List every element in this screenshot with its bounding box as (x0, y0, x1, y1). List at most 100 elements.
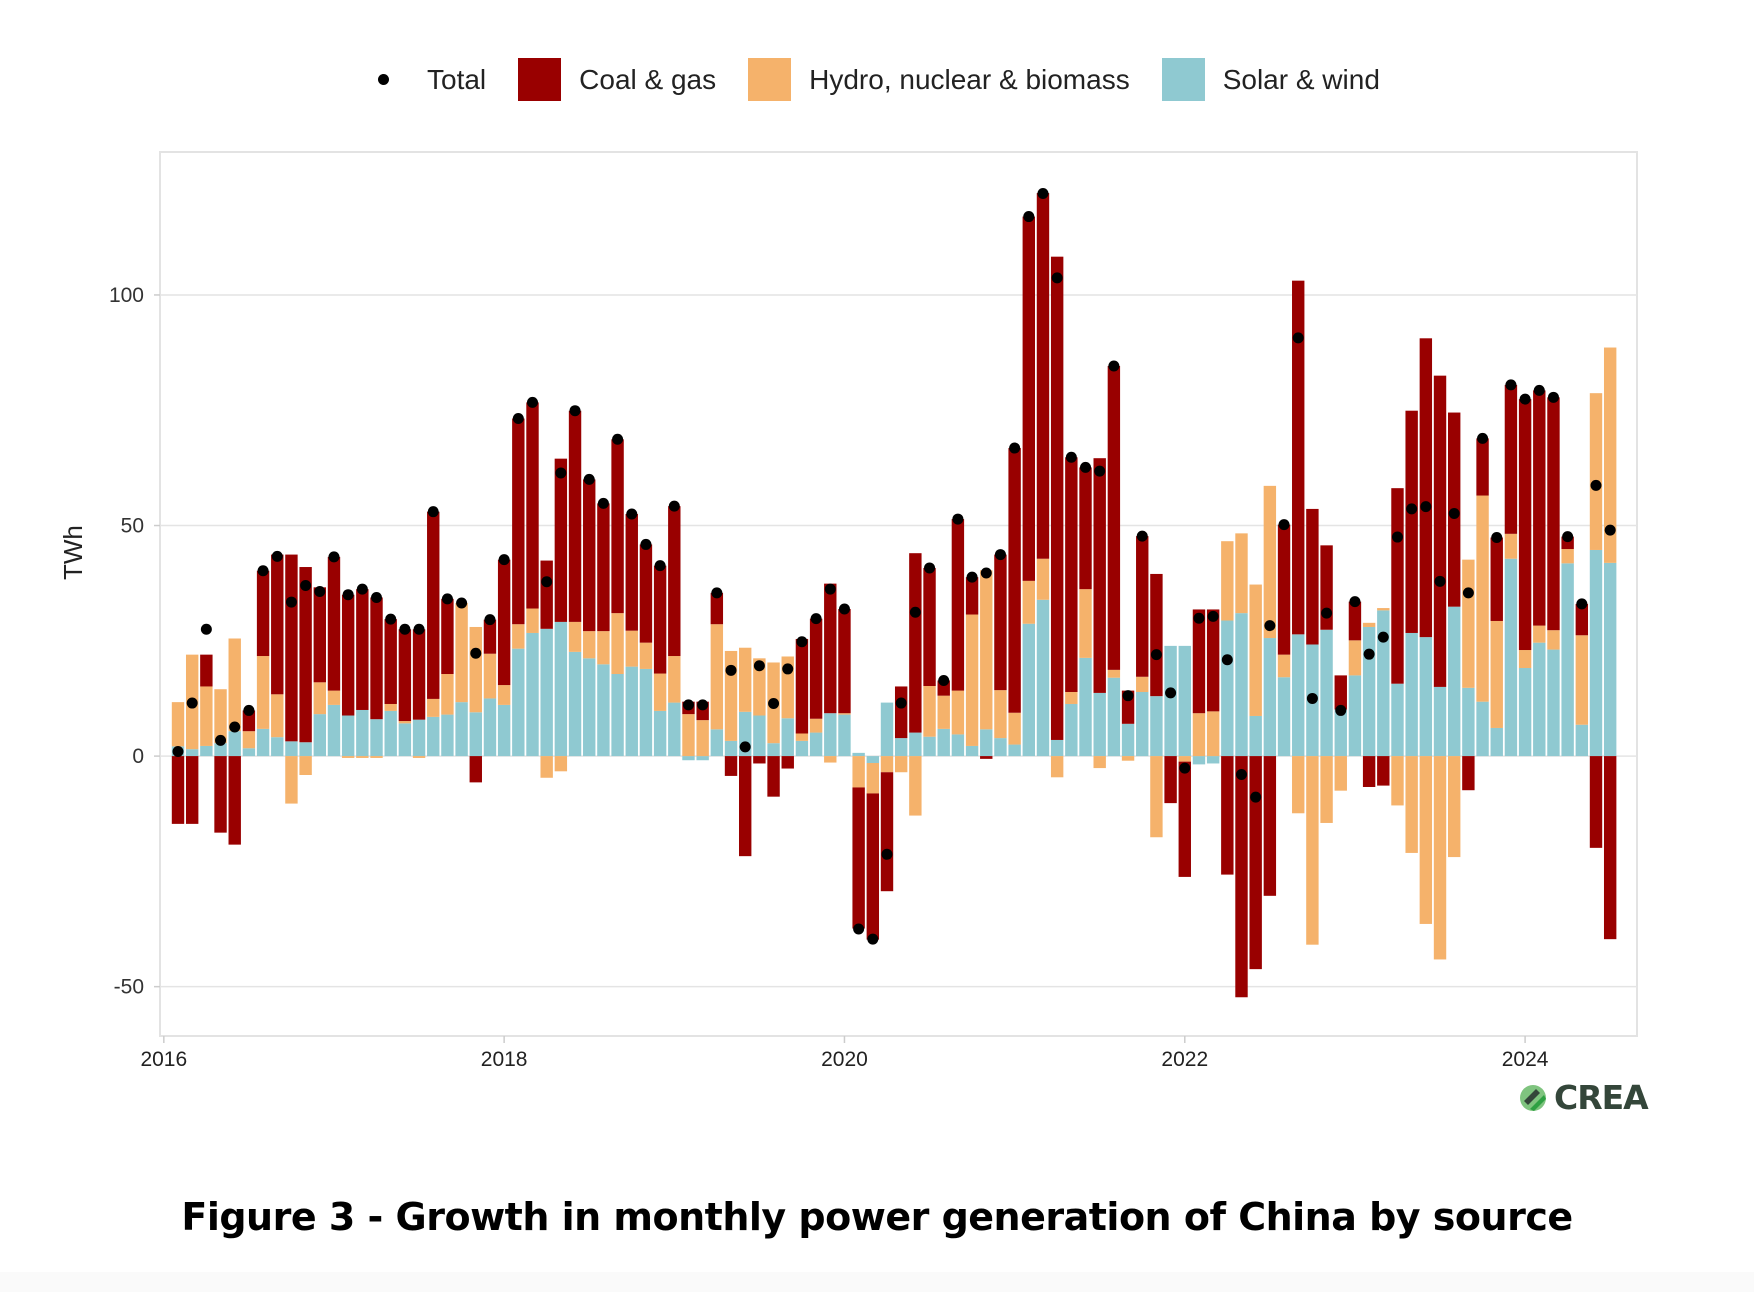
legend-label-coal: Coal & gas (579, 63, 717, 95)
bar-coal (313, 587, 326, 683)
x-tick-label: 2024 (1502, 1048, 1549, 1071)
bar-coal (1575, 603, 1589, 636)
bar-solar (838, 714, 851, 757)
bar-hydro (696, 720, 709, 757)
total-point (1193, 612, 1205, 624)
bar-hydro (937, 695, 950, 729)
bar-hydro (356, 756, 369, 758)
total-point (342, 589, 354, 601)
bar-coal (639, 544, 653, 643)
bar-coal (200, 654, 213, 687)
bar-hydro (171, 702, 185, 747)
total-point (484, 614, 496, 626)
bar-solar (313, 714, 326, 757)
bar-solar (285, 741, 298, 757)
total-point (612, 433, 624, 445)
total-point (810, 613, 822, 625)
bar-hydro (1263, 485, 1277, 639)
bar-solar (1575, 724, 1589, 757)
bar-solar (526, 632, 539, 757)
bar-coal (809, 618, 823, 719)
bar-solar (696, 756, 709, 761)
total-point (994, 549, 1006, 561)
total-point (300, 579, 312, 591)
bar-solar (1164, 645, 1177, 757)
bar-solar (228, 731, 241, 757)
bar-hydro (200, 686, 213, 746)
bar-solar (1036, 599, 1050, 757)
bar-hydro (427, 698, 440, 717)
total-point (753, 660, 765, 672)
bar-hydro (639, 642, 653, 669)
bar-solar (1561, 563, 1574, 757)
bar-solar (1490, 727, 1503, 757)
bar-coal (1334, 675, 1347, 710)
total-dot-icon (378, 74, 389, 85)
total-point (1448, 508, 1460, 520)
y-tick-label: 100 (109, 284, 144, 307)
bar-hydro (1036, 558, 1050, 600)
crea-logo-text: CREA (1554, 1078, 1649, 1117)
bar-hydro (1533, 625, 1546, 643)
bar-hydro (1192, 713, 1206, 757)
bar-solar (753, 715, 766, 757)
total-point (909, 606, 921, 618)
bar-hydro (980, 570, 993, 730)
bar-coal (894, 686, 908, 739)
bar-hydro (1320, 756, 1333, 823)
bar-hydro (965, 614, 979, 746)
figure-caption: Figure 3 - Growth in monthly power gener… (181, 1195, 1573, 1239)
total-point (938, 674, 950, 686)
bar-hydro (214, 689, 227, 744)
bar-coal (710, 592, 724, 625)
bar-coal (384, 619, 397, 704)
bar-hydro (469, 626, 482, 713)
bar-solar (427, 716, 440, 757)
total-point (1165, 687, 1177, 699)
bar-coal (1221, 756, 1234, 875)
bar-solar (639, 668, 653, 757)
bar-solar (724, 740, 738, 757)
total-point (952, 513, 964, 525)
bar-hydro (313, 682, 326, 715)
total-point (314, 585, 326, 597)
total-point (413, 623, 425, 635)
total-point (1491, 532, 1503, 544)
y-axis-label: TWh (58, 525, 88, 580)
bar-hydro (540, 756, 553, 778)
bar-solar (469, 712, 482, 757)
bar-hydro (299, 756, 312, 775)
y-tick-label: 0 (132, 745, 144, 768)
total-point (512, 413, 524, 425)
bar-hydro (1589, 393, 1603, 550)
bar-solar (781, 718, 794, 757)
bar-hydro (1306, 756, 1319, 945)
bar-solar (894, 738, 908, 757)
bar-hydro (923, 685, 936, 737)
legend-item-total: Total (370, 64, 500, 96)
bar-solar (1448, 606, 1461, 757)
bar-coal (412, 629, 426, 720)
total-point (186, 697, 198, 709)
total-point (285, 596, 297, 608)
bar-solar (341, 715, 355, 757)
legend-label-hydro: Hydro, nuclear & biomass (809, 63, 1130, 95)
bar-solar (1433, 686, 1447, 757)
total-point (1547, 391, 1559, 403)
bar-coal (824, 583, 837, 714)
total-point (1037, 188, 1049, 200)
bar-coal (1433, 375, 1447, 687)
bar-solar (441, 714, 454, 757)
x-tick-label: 2020 (821, 1048, 868, 1071)
total-point (725, 664, 737, 676)
total-point (356, 583, 368, 595)
bar-coal (568, 410, 582, 622)
total-point (640, 538, 652, 550)
bar-coal (767, 756, 780, 797)
total-point (1009, 442, 1021, 454)
bar-solar (668, 702, 681, 757)
bar-hydro (1277, 654, 1291, 678)
total-point (1462, 587, 1474, 599)
solar-swatch-icon (1161, 58, 1205, 101)
bar-coal (341, 594, 355, 716)
